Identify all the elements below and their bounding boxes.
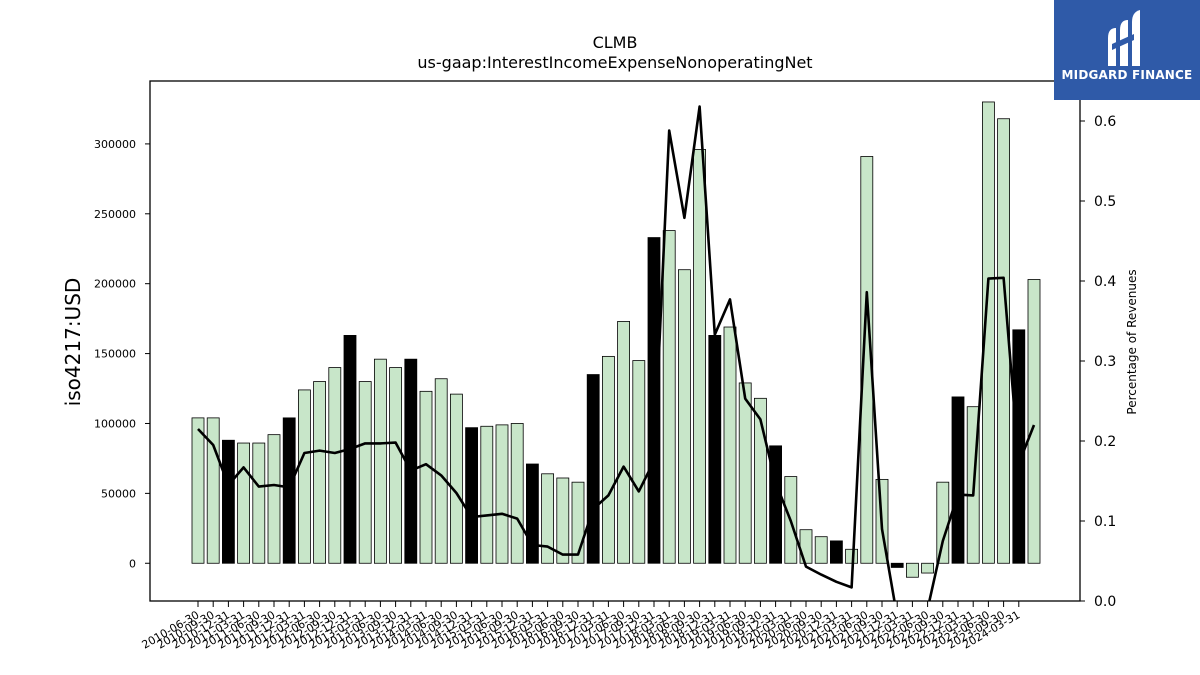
bar bbox=[221, 439, 235, 564]
bar bbox=[830, 540, 843, 564]
x-axis: 2010-06-302010-09-302010-12-312011-03-31… bbox=[140, 601, 1022, 652]
y2-axis: 0.0 0.1 0.2 0.3 0.4 0.5 0.6 bbox=[1080, 114, 1116, 610]
bar bbox=[723, 326, 737, 564]
bar bbox=[267, 434, 281, 564]
y2-tick-label: 0.0 bbox=[1094, 594, 1116, 610]
y-tick-label: 300000 bbox=[94, 138, 136, 151]
chart-subtitle: us-gaap:InterestIncomeExpenseNonoperatin… bbox=[417, 53, 812, 72]
bar bbox=[297, 389, 311, 564]
bar bbox=[313, 381, 327, 564]
bar bbox=[647, 237, 661, 564]
bar bbox=[328, 367, 342, 564]
y-axis-label: iso4217:USD bbox=[61, 278, 85, 407]
y-axis: 0 50000 100000 150000 200000 250000 300000 bbox=[94, 138, 150, 570]
bar bbox=[936, 481, 950, 564]
bar bbox=[951, 396, 965, 564]
bar bbox=[738, 382, 752, 564]
bar bbox=[860, 156, 874, 564]
bar bbox=[449, 393, 463, 564]
bar bbox=[252, 442, 266, 564]
bar bbox=[480, 425, 494, 564]
bar bbox=[373, 358, 387, 564]
bar bbox=[602, 355, 615, 564]
bar bbox=[906, 562, 919, 578]
bar bbox=[191, 417, 205, 564]
y2-tick-label: 0.1 bbox=[1094, 514, 1116, 530]
bar bbox=[586, 374, 600, 564]
y-tick-label: 100000 bbox=[94, 417, 136, 430]
y2-tick-label: 0.3 bbox=[1094, 354, 1116, 370]
bar bbox=[845, 548, 858, 564]
bar bbox=[890, 562, 904, 568]
bar bbox=[662, 230, 676, 564]
bar bbox=[237, 442, 251, 564]
bar bbox=[510, 423, 524, 564]
y-tick-label: 0 bbox=[129, 557, 136, 570]
bar bbox=[1027, 279, 1041, 564]
y2-tick-label: 0.5 bbox=[1094, 194, 1116, 210]
bar bbox=[754, 397, 767, 564]
series-line bbox=[197, 105, 1036, 601]
plot-frame bbox=[149, 80, 1081, 602]
bar bbox=[495, 424, 509, 564]
chart-title: CLMB bbox=[593, 33, 638, 52]
y2-tick-label: 0.4 bbox=[1094, 274, 1116, 290]
bar bbox=[541, 473, 554, 564]
y2-tick-label: 0.2 bbox=[1094, 434, 1116, 450]
y-tick-label: 250000 bbox=[94, 208, 136, 221]
bar bbox=[1012, 329, 1026, 564]
bar bbox=[982, 101, 995, 564]
line-layer bbox=[197, 105, 1036, 601]
bars-layer bbox=[191, 101, 1041, 578]
bar bbox=[282, 417, 296, 564]
y2-tick-label: 0.6 bbox=[1094, 114, 1116, 130]
y2-axis-label: Percentage of Revenues bbox=[1125, 269, 1139, 414]
bar bbox=[799, 529, 813, 564]
logo-mark-icon bbox=[1108, 10, 1140, 66]
bar bbox=[708, 335, 722, 564]
bar bbox=[921, 562, 934, 574]
bar bbox=[814, 536, 828, 564]
bar bbox=[556, 477, 570, 564]
bar bbox=[419, 390, 433, 564]
y-tick-label: 50000 bbox=[101, 487, 136, 500]
bar bbox=[678, 269, 691, 564]
bar bbox=[632, 360, 646, 564]
bar bbox=[389, 367, 403, 564]
bar bbox=[358, 381, 372, 564]
bar bbox=[617, 321, 630, 564]
bar bbox=[526, 463, 539, 564]
y-tick-label: 150000 bbox=[94, 348, 136, 361]
bar bbox=[693, 149, 706, 564]
logo-text: MIDGARD FINANCE bbox=[1061, 68, 1193, 82]
bar bbox=[465, 427, 479, 564]
brand-logo: MIDGARD FINANCE bbox=[1054, 0, 1200, 100]
y-tick-label: 200000 bbox=[94, 278, 136, 291]
